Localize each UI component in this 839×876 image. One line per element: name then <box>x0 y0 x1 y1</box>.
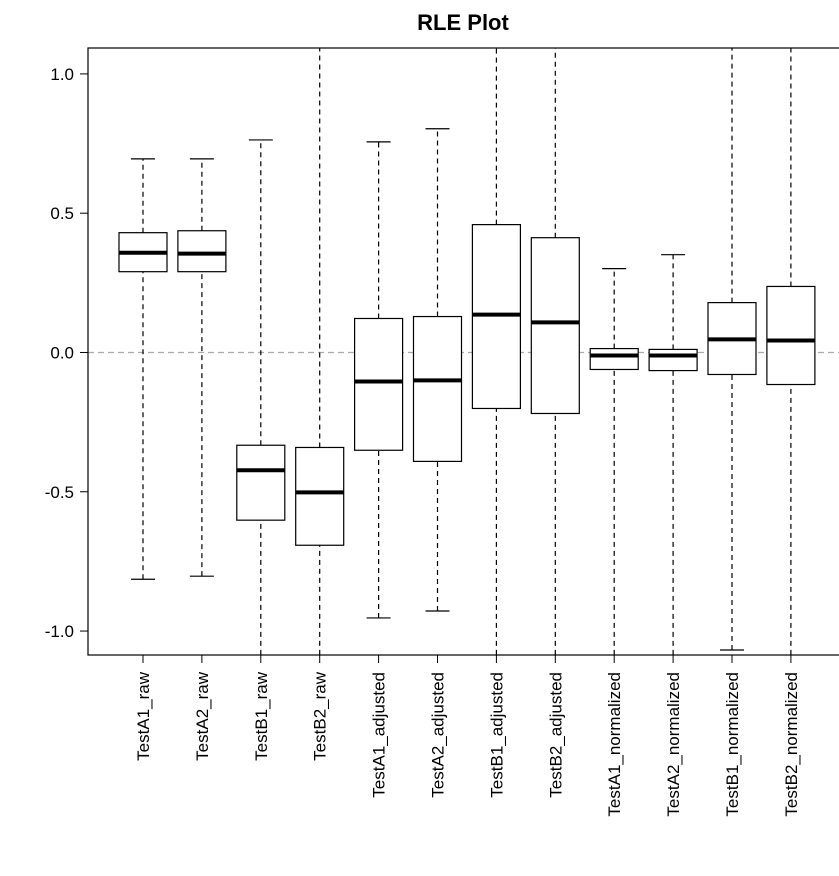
y-tick-label: 0.0 <box>50 343 74 362</box>
box <box>354 317 404 451</box>
x-tick-label: TestB1_normalized <box>723 672 742 817</box>
box <box>766 285 816 386</box>
plot-frame <box>87 47 839 656</box>
box <box>412 315 463 462</box>
x-tick-label: TestA1_adjusted <box>370 672 389 798</box>
y-tick-label: -0.5 <box>45 483 74 502</box>
x-tick-label: TestA1_normalized <box>605 672 624 817</box>
x-tick-label: TestB1_adjusted <box>487 672 506 798</box>
box <box>177 230 227 273</box>
plot-area <box>88 48 839 655</box>
x-tick-label: TestB2_adjusted <box>546 672 565 798</box>
x-tick-label: TestA2_adjusted <box>429 672 448 798</box>
box <box>589 347 639 371</box>
x-tick-label: TestA2_raw <box>193 671 212 761</box>
x-tick-label: TestA1_raw <box>134 671 153 761</box>
x-tick-label: TestB2_raw <box>311 671 330 761</box>
box <box>295 446 345 546</box>
box <box>530 237 580 415</box>
box <box>648 348 698 372</box>
y-tick-label: 1.0 <box>50 65 74 84</box>
y-tick-label: -1.0 <box>45 622 74 641</box>
x-tick-label: TestA2_normalized <box>664 672 683 817</box>
x-tick-label: TestB1_raw <box>252 671 271 761</box>
x-tick-label: TestB2_normalized <box>782 672 801 817</box>
y-tick-label: 0.5 <box>50 204 74 223</box>
box <box>236 444 286 521</box>
chart-title: RLE Plot <box>417 10 509 35</box>
